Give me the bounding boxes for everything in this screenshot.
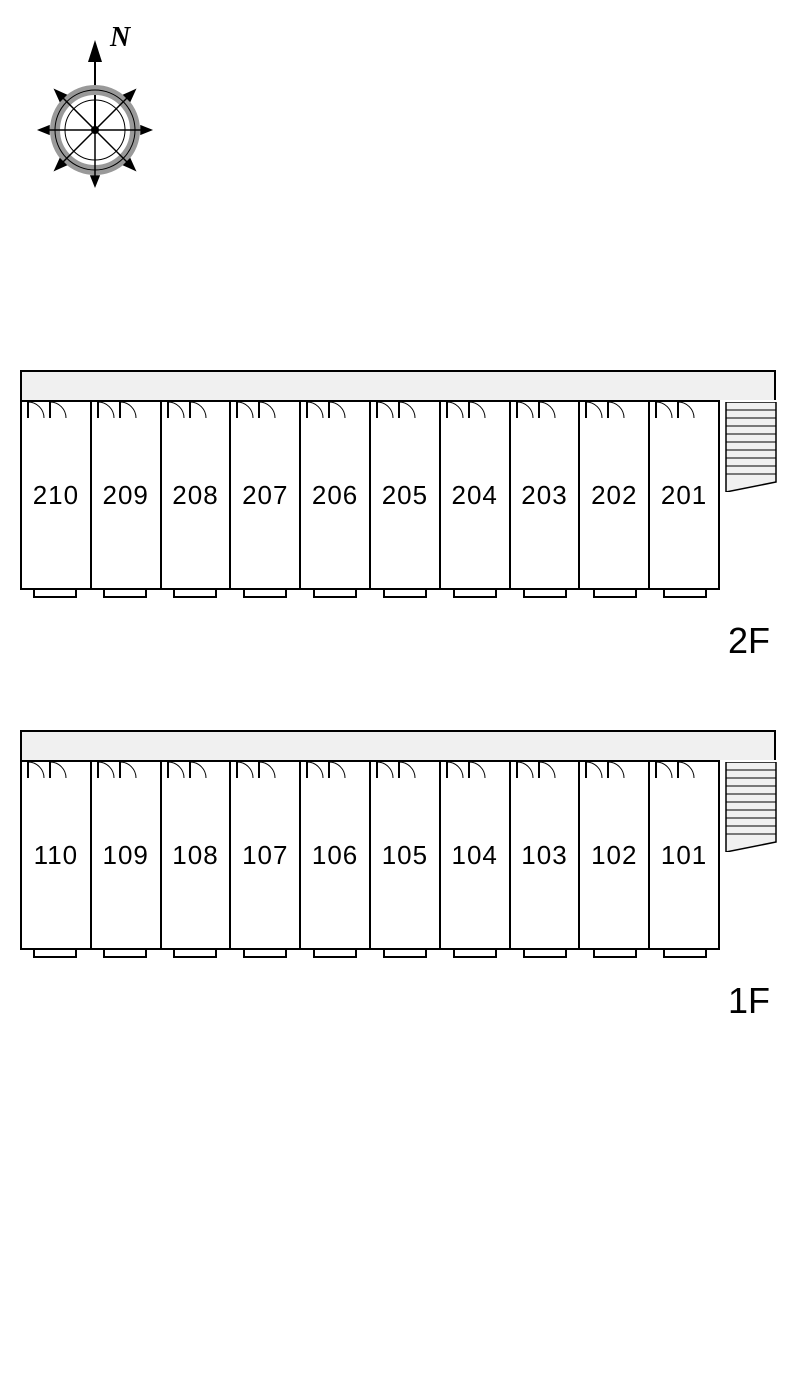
stairs-icon: [724, 762, 778, 852]
door-icon: [235, 400, 277, 420]
floor-label-2F: 2F: [728, 620, 770, 662]
sill: [523, 950, 568, 958]
unit-label: 207: [242, 480, 288, 511]
unit-label: 106: [312, 840, 358, 871]
unit-label: 103: [521, 840, 567, 871]
sill: [453, 590, 498, 598]
unit-101: 101: [648, 760, 720, 950]
unit-105: 105: [369, 760, 439, 950]
door-icon: [305, 400, 347, 420]
sill-row: [20, 950, 720, 960]
unit-label: 104: [451, 840, 497, 871]
unit-110: 110: [20, 760, 90, 950]
sill: [313, 590, 358, 598]
sill: [173, 590, 218, 598]
unit-204: 204: [439, 400, 509, 590]
unit-label: 205: [382, 480, 428, 511]
door-icon: [375, 760, 417, 780]
door-icon: [445, 400, 487, 420]
sill: [243, 590, 288, 598]
unit-label: 110: [34, 840, 78, 871]
unit-label: 107: [242, 840, 288, 871]
sill-row: [20, 590, 720, 600]
unit-209: 209: [90, 400, 160, 590]
unit-203: 203: [509, 400, 579, 590]
unit-label: 109: [103, 840, 149, 871]
compass: N: [30, 20, 160, 210]
corridor: [20, 730, 776, 760]
unit-label: 204: [451, 480, 497, 511]
door-icon: [235, 760, 277, 780]
sill: [313, 950, 358, 958]
unit-208: 208: [160, 400, 230, 590]
unit-106: 106: [299, 760, 369, 950]
sill: [243, 950, 288, 958]
door-icon: [445, 760, 487, 780]
sill: [103, 590, 148, 598]
door-icon: [96, 400, 138, 420]
unit-210: 210: [20, 400, 90, 590]
unit-207: 207: [229, 400, 299, 590]
floor-label-1F: 1F: [728, 980, 770, 1022]
units-row: 110 109 108 107 106 105 104 103 102 101: [20, 760, 720, 950]
door-icon: [515, 400, 557, 420]
door-icon: [26, 760, 68, 780]
door-icon: [26, 400, 68, 420]
unit-108: 108: [160, 760, 230, 950]
unit-label: 105: [382, 840, 428, 871]
sill: [593, 590, 638, 598]
sill: [383, 590, 428, 598]
unit-label: 201: [661, 480, 707, 511]
door-icon: [584, 760, 626, 780]
unit-label: 102: [591, 840, 637, 871]
stairs-icon: [724, 402, 778, 492]
door-icon: [654, 400, 696, 420]
unit-107: 107: [229, 760, 299, 950]
floor-block-1F: 110 109 108 107 106 105 104 103 102 101: [20, 730, 780, 960]
unit-label: 206: [312, 480, 358, 511]
unit-label: 108: [172, 840, 218, 871]
unit-label: 210: [33, 480, 79, 511]
door-icon: [96, 760, 138, 780]
unit-102: 102: [578, 760, 648, 950]
unit-104: 104: [439, 760, 509, 950]
unit-label: 209: [103, 480, 149, 511]
door-icon: [305, 760, 347, 780]
unit-205: 205: [369, 400, 439, 590]
sill: [663, 950, 708, 958]
sill: [453, 950, 498, 958]
unit-label: 202: [591, 480, 637, 511]
sill: [523, 590, 568, 598]
unit-206: 206: [299, 400, 369, 590]
door-icon: [166, 400, 208, 420]
sill: [383, 950, 428, 958]
unit-label: 101: [661, 840, 707, 871]
unit-label: 203: [521, 480, 567, 511]
sill: [593, 950, 638, 958]
sill: [663, 590, 708, 598]
door-icon: [375, 400, 417, 420]
door-icon: [654, 760, 696, 780]
sill: [33, 950, 78, 958]
door-icon: [584, 400, 626, 420]
corridor: [20, 370, 776, 400]
floor-block-2F: 210 209 208 207 206 205 204 203 202 201: [20, 370, 780, 600]
door-icon: [515, 760, 557, 780]
unit-103: 103: [509, 760, 579, 950]
compass-north-label: N: [109, 22, 132, 53]
unit-label: 208: [172, 480, 218, 511]
unit-109: 109: [90, 760, 160, 950]
sill: [103, 950, 148, 958]
unit-202: 202: [578, 400, 648, 590]
unit-201: 201: [648, 400, 720, 590]
units-row: 210 209 208 207 206 205 204 203 202 201: [20, 400, 720, 590]
sill: [173, 950, 218, 958]
door-icon: [166, 760, 208, 780]
sill: [33, 590, 78, 598]
